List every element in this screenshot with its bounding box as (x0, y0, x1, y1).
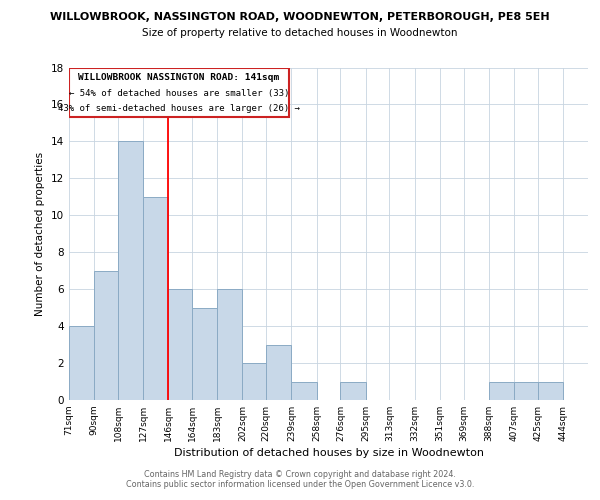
Bar (69, 326, 94, 400)
Bar (514, 382, 538, 400)
Text: ← 54% of detached houses are smaller (33): ← 54% of detached houses are smaller (33… (69, 88, 289, 98)
Text: Contains HM Land Registry data © Crown copyright and database right 2024.: Contains HM Land Registry data © Crown c… (144, 470, 456, 479)
Bar (143, 197, 168, 400)
Bar (242, 363, 266, 400)
Text: WILLOWBROOK NASSINGTON ROAD: 141sqm: WILLOWBROOK NASSINGTON ROAD: 141sqm (78, 73, 280, 82)
Bar (292, 382, 317, 400)
Bar (118, 142, 143, 400)
FancyBboxPatch shape (69, 68, 289, 117)
Bar (168, 289, 192, 400)
Y-axis label: Number of detached properties: Number of detached properties (35, 152, 46, 316)
X-axis label: Distribution of detached houses by size in Woodnewton: Distribution of detached houses by size … (173, 448, 484, 458)
Text: WILLOWBROOK, NASSINGTON ROAD, WOODNEWTON, PETERBOROUGH, PE8 5EH: WILLOWBROOK, NASSINGTON ROAD, WOODNEWTON… (50, 12, 550, 22)
Text: Contains public sector information licensed under the Open Government Licence v3: Contains public sector information licen… (126, 480, 474, 489)
Bar (489, 382, 514, 400)
Bar (266, 344, 292, 400)
Bar (192, 308, 217, 400)
Bar (94, 270, 118, 400)
Text: 43% of semi-detached houses are larger (26) →: 43% of semi-detached houses are larger (… (58, 104, 300, 112)
Bar (340, 382, 365, 400)
Text: Size of property relative to detached houses in Woodnewton: Size of property relative to detached ho… (142, 28, 458, 38)
Bar (217, 289, 242, 400)
Bar (538, 382, 563, 400)
